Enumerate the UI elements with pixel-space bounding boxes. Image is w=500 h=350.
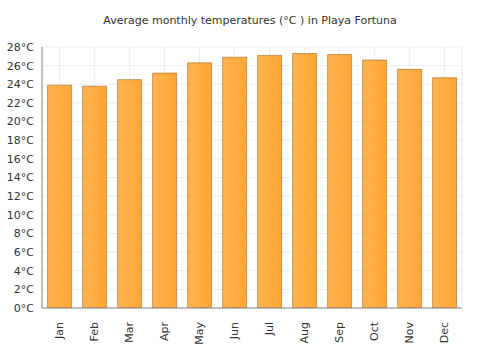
svg-text:Oct: Oct bbox=[368, 321, 381, 341]
svg-text:Nov: Nov bbox=[403, 322, 416, 344]
svg-text:Feb: Feb bbox=[88, 322, 101, 341]
svg-text:6°C: 6°C bbox=[14, 246, 34, 259]
svg-text:4°C: 4°C bbox=[14, 265, 34, 278]
svg-text:12°C: 12°C bbox=[8, 190, 34, 203]
svg-text:20°C: 20°C bbox=[8, 115, 34, 128]
svg-text:18°C: 18°C bbox=[8, 134, 34, 147]
svg-text:Sep: Sep bbox=[333, 322, 346, 343]
svg-text:16°C: 16°C bbox=[8, 153, 34, 166]
svg-text:Aug: Aug bbox=[298, 322, 311, 343]
svg-text:0°C: 0°C bbox=[14, 302, 34, 315]
svg-text:8°C: 8°C bbox=[14, 227, 34, 240]
svg-text:Dec: Dec bbox=[438, 322, 451, 343]
svg-text:Jul: Jul bbox=[263, 322, 276, 336]
svg-text:Apr: Apr bbox=[158, 322, 171, 342]
svg-text:2°C: 2°C bbox=[14, 283, 34, 296]
svg-text:22°C: 22°C bbox=[8, 97, 34, 110]
svg-text:14°C: 14°C bbox=[8, 171, 34, 184]
svg-text:10°C: 10°C bbox=[8, 209, 34, 222]
svg-text:Jun: Jun bbox=[228, 322, 241, 340]
svg-text:26°C: 26°C bbox=[8, 60, 34, 73]
svg-text:Jan: Jan bbox=[53, 322, 66, 340]
svg-text:24°C: 24°C bbox=[8, 78, 34, 91]
svg-text:Mar: Mar bbox=[123, 322, 136, 343]
svg-text:28°C: 28°C bbox=[8, 41, 34, 54]
svg-text:May: May bbox=[193, 322, 206, 345]
html-text:Average monthly temperatures (: Average monthly temperatures (°C ) in Pl… bbox=[103, 14, 397, 27]
